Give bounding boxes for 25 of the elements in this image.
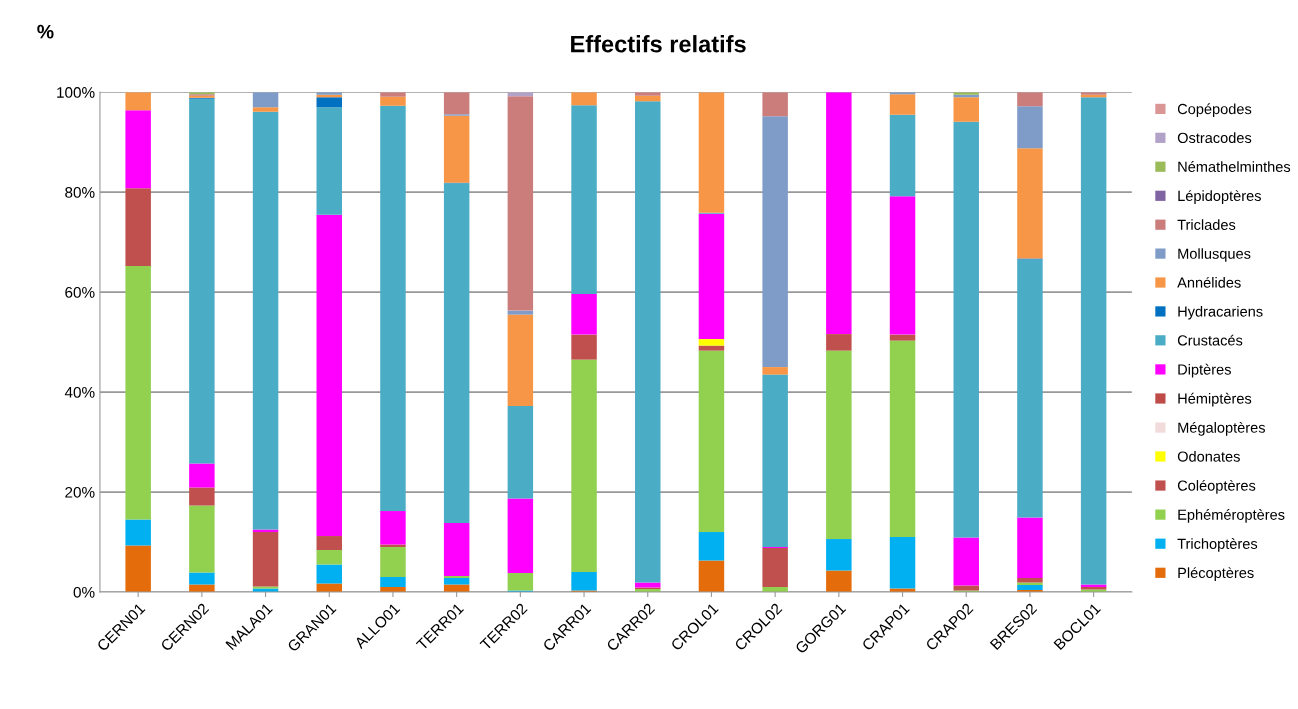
- y-axis-title: %: [37, 24, 54, 39]
- legend-label: Trichoptères: [1177, 538, 1258, 552]
- legend-label: Copépodes: [1177, 103, 1252, 118]
- legend-label: Ostracodes: [1177, 132, 1252, 144]
- y-tick-label: 40%: [64, 386, 95, 398]
- legend-label: Hémiptères: [1178, 392, 1252, 407]
- legend-label: Coléoptères: [1177, 479, 1256, 494]
- legend-label: Mégaloptères: [1178, 421, 1266, 436]
- legend-label: Ephéméroptères: [1178, 508, 1285, 523]
- chart-title: Effectifs relatifs: [571, 35, 746, 53]
- legend-label: Hydracariens: [1178, 305, 1263, 320]
- legend-label: Crustacés: [1177, 334, 1243, 346]
- legend-label: Plécoptères: [1178, 567, 1254, 581]
- legend-label: Diptères: [1178, 363, 1231, 378]
- y-tick-label: 100%: [57, 87, 95, 98]
- legend-label: Lépidoptères: [1178, 190, 1261, 204]
- legend-label: Némathelminthes: [1178, 161, 1291, 172]
- y-tick-label: 0%: [73, 586, 95, 598]
- legend-label: Mollusques: [1178, 248, 1251, 262]
- legend-label: Odonates: [1177, 451, 1240, 462]
- legend-label: Annélides: [1177, 276, 1241, 288]
- legend-label: Triclades: [1177, 219, 1236, 230]
- y-tick-label: 60%: [65, 286, 95, 298]
- y-tick-label: 80%: [65, 187, 95, 198]
- y-tick-label: 20%: [65, 486, 95, 498]
